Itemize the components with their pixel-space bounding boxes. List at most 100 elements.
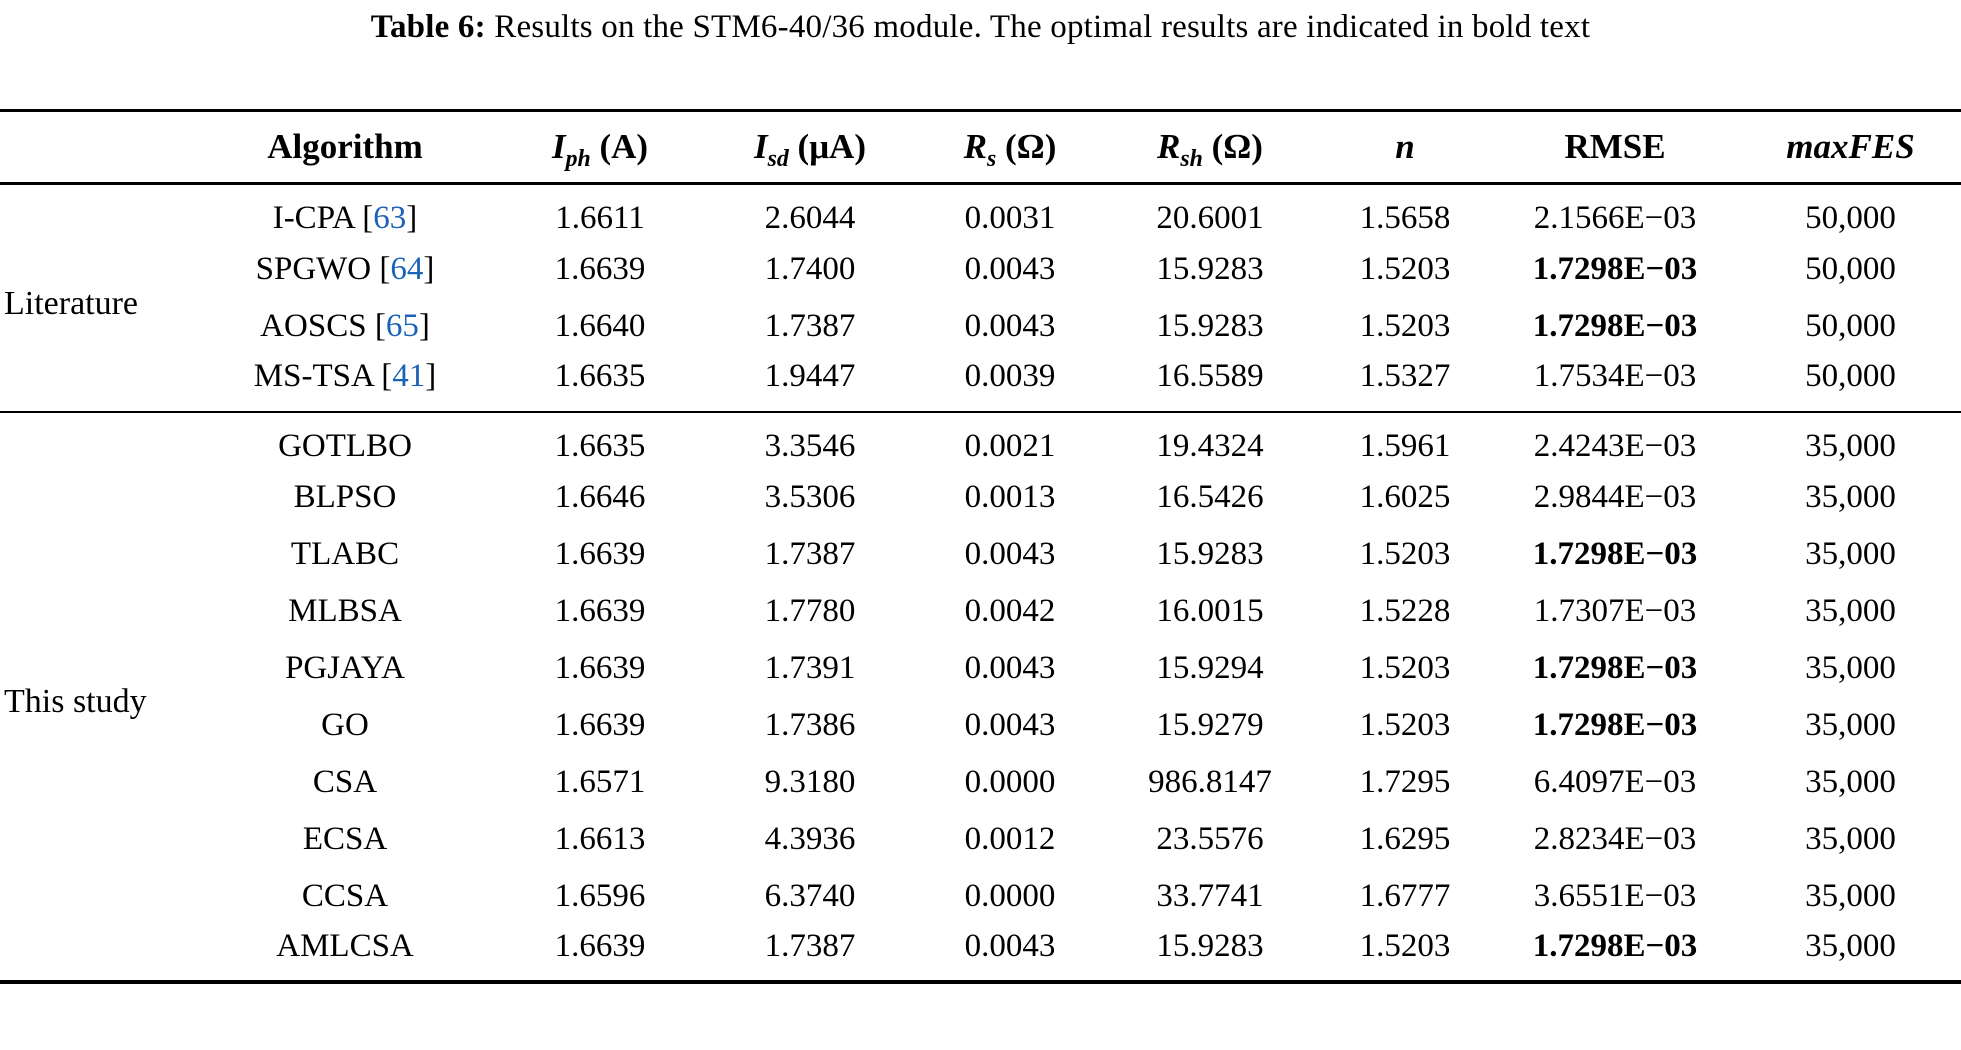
rmse-cell: 1.7298E−03 bbox=[1532, 307, 1698, 344]
algorithm-cell: GO bbox=[321, 706, 369, 743]
group-column-header bbox=[0, 111, 190, 184]
rsh-cell: 19.4324 bbox=[1156, 428, 1264, 464]
rs-cell: 0.0031 bbox=[964, 200, 1056, 237]
rs-cell: 0.0012 bbox=[964, 820, 1056, 857]
algorithm-cell: CCSA bbox=[301, 877, 389, 914]
group-label: Literature bbox=[4, 284, 139, 322]
maxfes-cell: 35,000 bbox=[1805, 927, 1896, 964]
column-header-n: n bbox=[1395, 127, 1415, 166]
rmse-cell: 1.7298E−03 bbox=[1532, 535, 1698, 572]
rs-cell: 0.0043 bbox=[964, 649, 1056, 686]
citation-link[interactable]: 63 bbox=[373, 200, 407, 237]
citation-link[interactable]: 65 bbox=[385, 307, 419, 344]
rmse-cell: 1.7534E−03 bbox=[1533, 358, 1697, 394]
maxfes-cell: 35,000 bbox=[1805, 763, 1896, 800]
table-row: AOSCS [65] 1.6640 1.7387 0.0043 15.9283 1.520… bbox=[0, 298, 1961, 355]
n-cell: 1.5658 bbox=[1359, 200, 1451, 237]
iph-cell: 1.6639 bbox=[554, 927, 646, 964]
rs-cell: 0.0039 bbox=[964, 358, 1056, 394]
n-cell: 1.6025 bbox=[1359, 478, 1451, 515]
maxfes-cell: 35,000 bbox=[1805, 535, 1896, 572]
rsh-cell: 16.5426 bbox=[1156, 478, 1264, 515]
n-cell: 1.5203 bbox=[1359, 250, 1451, 287]
iph-cell: 1.6635 bbox=[554, 428, 646, 464]
rmse-cell: 1.7298E−03 bbox=[1532, 927, 1698, 964]
iph-cell: 1.6571 bbox=[554, 763, 646, 800]
table-caption-text: Results on the STM6-40/36 module. The op… bbox=[485, 9, 1591, 45]
rmse-cell: 3.6551E−03 bbox=[1533, 877, 1697, 914]
rsh-cell: 15.9283 bbox=[1156, 307, 1264, 344]
section-literature: Literature I-CPA [63] 1.6611 2.6044 0.0031 20… bbox=[0, 184, 1961, 412]
rsh-cell: 15.9283 bbox=[1156, 535, 1264, 572]
rmse-cell: 2.4243E−03 bbox=[1533, 428, 1697, 464]
n-cell: 1.5203 bbox=[1359, 927, 1451, 964]
isd-cell: 1.7780 bbox=[764, 592, 856, 629]
table-row: This study GOTLBO 1.6635 3.3546 0.0021 19.432… bbox=[0, 412, 1961, 720]
isd-cell: 3.3546 bbox=[764, 428, 856, 464]
rs-cell: 0.0043 bbox=[964, 927, 1056, 964]
iph-cell: 1.6646 bbox=[554, 478, 646, 515]
table-caption-label: Table 6: bbox=[370, 9, 486, 45]
maxfes-cell: 35,000 bbox=[1805, 877, 1896, 914]
rsh-cell: 15.9283 bbox=[1156, 927, 1264, 964]
column-header-rmse: RMSE bbox=[1564, 127, 1666, 166]
maxfes-cell: 35,000 bbox=[1805, 649, 1896, 686]
algorithm-cell: AMLCSA bbox=[276, 927, 414, 964]
table-row: GO 1.6639 1.7386 0.0043 15.9279 1.5203 1.7298E… bbox=[0, 697, 1961, 754]
maxfes-cell: 35,000 bbox=[1805, 428, 1896, 464]
table-row: CSA 1.6571 9.3180 0.0000 986.8147 1.7295 6.409… bbox=[0, 754, 1961, 811]
algorithm-cell: PGJAYA bbox=[285, 649, 405, 686]
rs-cell: 0.0043 bbox=[964, 307, 1056, 344]
table-row: CCSA 1.6596 6.3740 0.0000 33.7741 1.6777 3.655… bbox=[0, 868, 1961, 925]
isd-cell: 9.3180 bbox=[764, 763, 856, 800]
rs-cell: 0.0043 bbox=[964, 535, 1056, 572]
table-row: SPGWO [64] 1.6639 1.7400 0.0043 15.9283 1.520… bbox=[0, 241, 1961, 298]
rsh-cell: 986.8147 bbox=[1148, 763, 1272, 800]
rmse-cell: 1.7307E−03 bbox=[1533, 592, 1697, 629]
n-cell: 1.5228 bbox=[1359, 592, 1451, 629]
citation-link[interactable]: 41 bbox=[392, 358, 426, 394]
table-row: BLPSO 1.6646 3.5306 0.0013 16.5426 1.6025 2.98… bbox=[0, 469, 1961, 526]
iph-cell: 1.6639 bbox=[554, 535, 646, 572]
table-row: AMLCSA 1.6639 1.7387 0.0043 15.9283 1.5203 1.7… bbox=[0, 925, 1961, 982]
iph-cell: 1.6639 bbox=[554, 706, 646, 743]
rmse-cell: 1.7298E−03 bbox=[1532, 706, 1698, 743]
column-header-iph: Iph (A) bbox=[551, 127, 649, 172]
table-row: MLBSA 1.6639 1.7780 0.0042 16.0015 1.5228 1.73… bbox=[0, 583, 1961, 640]
table-row: TLABC 1.6639 1.7387 0.0043 15.9283 1.5203 1.72… bbox=[0, 526, 1961, 583]
isd-cell: 1.7391 bbox=[764, 649, 856, 686]
rmse-cell: 1.7298E−03 bbox=[1532, 250, 1698, 287]
isd-cell: 6.3740 bbox=[764, 877, 856, 914]
n-cell: 1.5327 bbox=[1359, 358, 1451, 394]
rsh-cell: 23.5576 bbox=[1156, 820, 1264, 857]
rsh-cell: 16.0015 bbox=[1156, 592, 1264, 629]
table-row: Literature I-CPA [63] 1.6611 2.6044 0.0031 20… bbox=[0, 184, 1961, 322]
isd-cell: 1.7387 bbox=[764, 927, 856, 964]
iph-cell: 1.6613 bbox=[554, 820, 646, 857]
iph-cell: 1.6639 bbox=[554, 649, 646, 686]
rsh-cell: 33.7741 bbox=[1156, 877, 1264, 914]
rsh-cell: 20.6001 bbox=[1156, 200, 1264, 237]
algorithm-cell: AOSCS [65] bbox=[260, 307, 430, 344]
maxfes-cell: 50,000 bbox=[1805, 250, 1896, 287]
citation-link[interactable]: 64 bbox=[390, 250, 424, 287]
iph-cell: 1.6611 bbox=[555, 200, 645, 237]
rsh-cell: 15.9283 bbox=[1156, 250, 1264, 287]
iph-cell: 1.6640 bbox=[554, 307, 646, 344]
results-table-header: Algorithm Iph (A) Isd (μA) Rs (Ω) Rsh (Ω) n RM… bbox=[0, 110, 1961, 184]
rs-cell: 0.0043 bbox=[964, 250, 1056, 287]
n-cell: 1.5203 bbox=[1359, 706, 1451, 743]
rs-cell: 0.0013 bbox=[964, 478, 1056, 515]
section-this-study: This study GOTLBO 1.6635 3.3546 0.0021 19.432… bbox=[0, 412, 1961, 982]
n-cell: 1.5203 bbox=[1359, 649, 1451, 686]
group-label: This study bbox=[4, 683, 147, 720]
rmse-cell: 1.7298E−03 bbox=[1532, 649, 1698, 686]
rs-cell: 0.0000 bbox=[964, 763, 1056, 800]
n-cell: 1.5961 bbox=[1359, 428, 1451, 464]
iph-cell: 1.6635 bbox=[554, 358, 646, 394]
rsh-cell: 16.5589 bbox=[1156, 358, 1264, 394]
algorithm-cell: SPGWO [64] bbox=[255, 250, 435, 287]
algorithm-cell: ECSA bbox=[302, 820, 388, 857]
table-row: ECSA 1.6613 4.3936 0.0012 23.5576 1.6295 2.823… bbox=[0, 811, 1961, 868]
results-table: Algorithm Iph (A) Isd (μA) Rs (Ω) Rsh (Ω) n RM… bbox=[0, 109, 1961, 984]
